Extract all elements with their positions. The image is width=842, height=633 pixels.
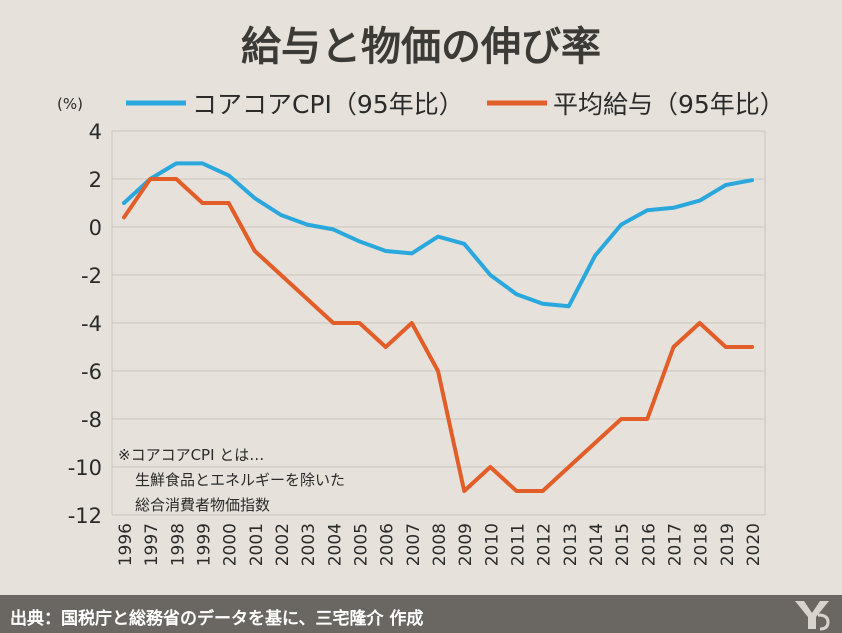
x-tick-label: 2008 bbox=[430, 523, 450, 566]
grid bbox=[111, 130, 766, 516]
x-tick-label: 2012 bbox=[535, 523, 555, 566]
x-tick-label: 1999 bbox=[195, 523, 215, 566]
y-tick-label: -8 bbox=[81, 408, 102, 432]
x-tick-label: 2015 bbox=[613, 523, 633, 566]
x-tick-label: 2019 bbox=[718, 523, 738, 566]
x-tick-label: 2014 bbox=[587, 523, 607, 566]
y-tick-label: -12 bbox=[68, 504, 102, 528]
x-tick-label: 1996 bbox=[116, 523, 136, 566]
y-tick-label: 2 bbox=[89, 168, 102, 192]
x-tick-label: 2017 bbox=[666, 523, 686, 566]
x-tick-label: 2020 bbox=[744, 523, 764, 566]
publisher-logo-icon bbox=[795, 601, 830, 631]
x-tick-label: 2013 bbox=[561, 523, 581, 566]
x-tick-label: 2000 bbox=[221, 523, 241, 566]
x-tick-label: 2005 bbox=[352, 523, 372, 566]
x-tick-label: 2007 bbox=[404, 523, 424, 566]
y-axis-unit-label: (%) bbox=[57, 95, 83, 113]
series-line-1 bbox=[122, 177, 754, 493]
x-tick-label: 2010 bbox=[482, 523, 502, 566]
y-tick-label: -2 bbox=[81, 264, 102, 288]
y-tick-label: -10 bbox=[68, 456, 102, 480]
x-tick-label: 2011 bbox=[509, 523, 529, 566]
legend-label-0: コアコアCPI（95年比） bbox=[192, 90, 464, 119]
x-tick-label: 2018 bbox=[692, 523, 712, 566]
x-tick-label: 2006 bbox=[378, 523, 398, 566]
legend: コアコアCPI（95年比） 平均給与（95年比） bbox=[126, 90, 785, 119]
x-tick-label: 2004 bbox=[325, 523, 345, 566]
x-tick-label: 2002 bbox=[273, 523, 293, 566]
x-tick-label: 1998 bbox=[168, 523, 188, 566]
annotation-line: 生鮮食品とエネルギーを除いた bbox=[135, 471, 345, 489]
footer: 出典：国税庁と総務省のデータを基に、三宅隆介 作成 bbox=[0, 595, 842, 633]
x-tick-label: 2009 bbox=[456, 523, 476, 566]
annotation-line: ※コアコアCPI とは… bbox=[118, 446, 264, 464]
y-tick-label: 0 bbox=[89, 216, 102, 240]
y-tick-label: -4 bbox=[81, 312, 102, 336]
legend-label-1: 平均給与（95年比） bbox=[553, 90, 785, 119]
annotation-line: 総合消費者物価指数 bbox=[135, 496, 270, 514]
x-tick-label: 2016 bbox=[639, 523, 659, 566]
x-tick-label: 2001 bbox=[247, 523, 267, 566]
chart-title: 給与と物価の伸び率 bbox=[241, 24, 601, 70]
x-axis-ticks: 1996 1997 1998 1999 2000 2001 2002 2003 2004 2005… bbox=[116, 523, 764, 566]
source-credit: 出典：国税庁と総務省のデータを基に、三宅隆介 作成 bbox=[10, 609, 424, 629]
x-tick-label: 1997 bbox=[142, 523, 162, 566]
series-line-0 bbox=[122, 161, 754, 309]
series-lines bbox=[122, 161, 754, 493]
y-tick-label: 4 bbox=[89, 120, 102, 144]
y-tick-label: -6 bbox=[81, 360, 102, 384]
x-tick-label: 2003 bbox=[299, 523, 319, 566]
y-axis-ticks: 4 2 0 -2 -4 -6 -8 -10 -12 bbox=[68, 120, 102, 528]
